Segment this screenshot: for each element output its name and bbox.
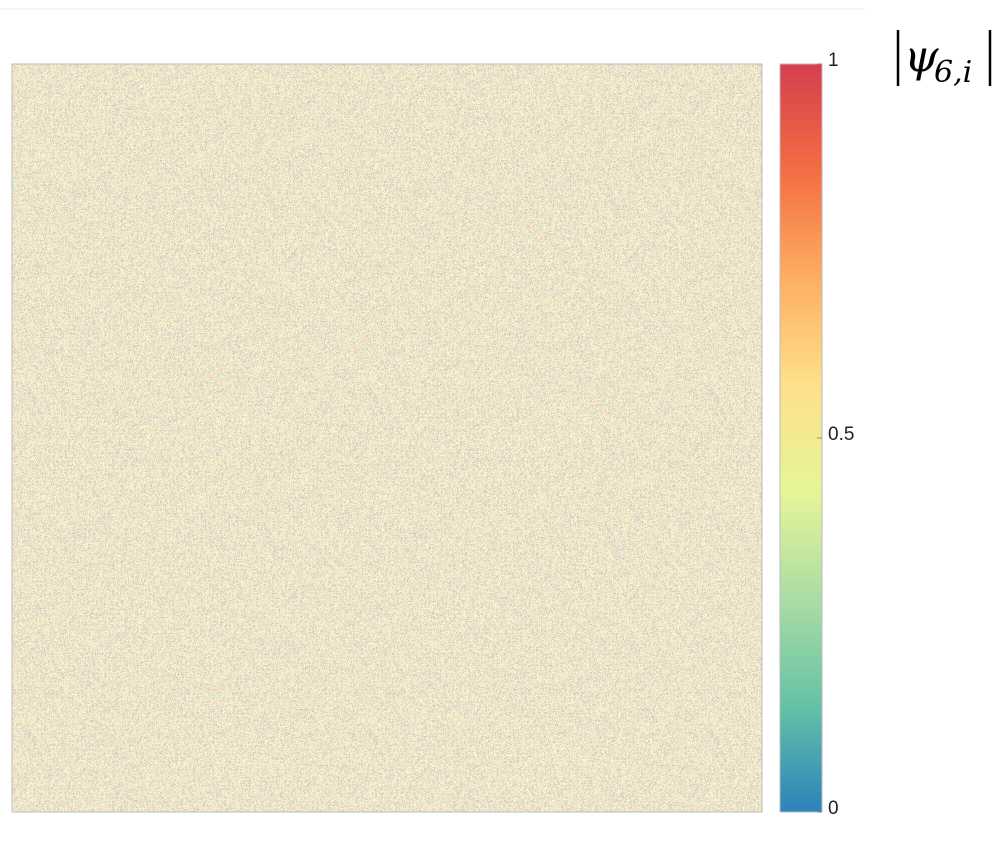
label-subscript: 6,i bbox=[934, 55, 972, 90]
colorbar-tick-label: 0 bbox=[828, 798, 839, 819]
colorbar bbox=[779, 63, 823, 813]
label-symbol: ψ bbox=[904, 32, 939, 83]
heatmap-field bbox=[12, 64, 762, 812]
colorbar-tick-label: 1 bbox=[828, 50, 839, 71]
plot-frame bbox=[11, 63, 763, 813]
colorbar-tick-label: 0.5 bbox=[828, 424, 854, 445]
colorbar-label: ψ 6,i bbox=[896, 30, 992, 90]
